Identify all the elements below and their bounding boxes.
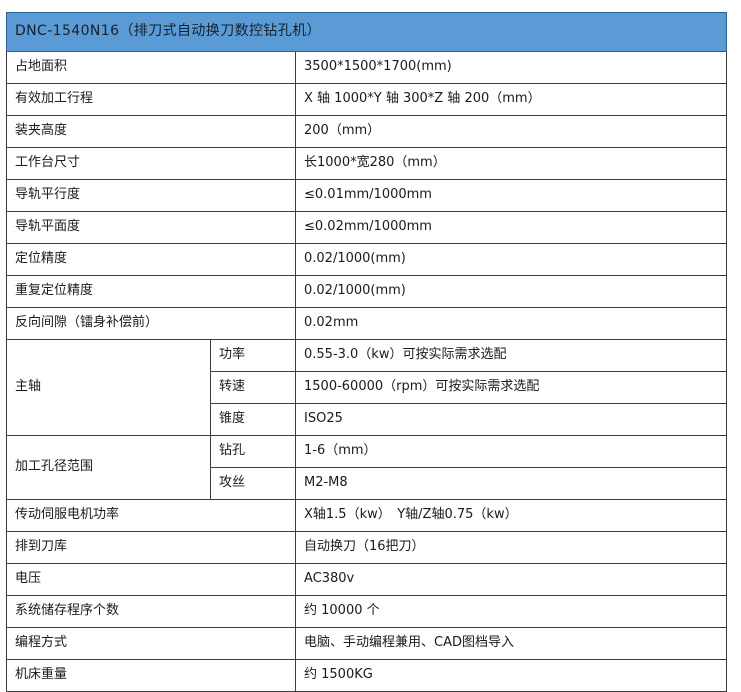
spec-label: 排到刀库 [6,531,296,564]
spec-value: X轴1.5（kw） Y轴/Z轴0.75（kw） [295,499,727,532]
spec-group-label: 加工孔径范围 [6,435,211,500]
spec-value: 自动换刀（16把刀） [295,531,727,564]
table-row: 主轴 功率 0.55-3.0（kw）可按实际需求选配 [6,339,727,436]
table-row: 锥度 ISO25 [7,403,727,436]
spec-value: ≤0.01mm/1000mm [295,179,727,212]
table-row: 占地面积 3500*1500*1700(mm) [6,51,727,84]
table-row: 定位精度 0.02/1000(mm) [6,243,727,276]
spec-label: 定位精度 [6,243,296,276]
spec-value: 1500-60000（rpm）可按实际需求选配 [295,371,727,404]
table-row: 系统储存程序个数约 10000 个 [6,595,727,628]
table-header-row: DNC-1540N16（排刀式自动换刀数控钻孔机） [6,12,727,52]
spec-label: 有效加工行程 [6,83,296,116]
spec-value: 电脑、手动编程兼用、CAD图档导入 [295,627,727,660]
spec-value: 约 10000 个 [295,595,727,628]
spec-value: 0.55-3.0（kw）可按实际需求选配 [295,339,727,372]
spec-label: 传动伺服电机功率 [6,499,296,532]
machine-specification-table: DNC-1540N16（排刀式自动换刀数控钻孔机） 占地面积 3500*1500*… [6,12,727,692]
table-body: DNC-1540N16（排刀式自动换刀数控钻孔机） 占地面积 3500*1500*… [6,12,727,692]
table-row: 反向间隙（镭身补偿前） 0.02mm [6,307,727,340]
table-row: 电压 AC380v [6,563,727,596]
spec-value: 长1000*宽280（mm） [295,147,727,180]
spec-value: ISO25 [295,403,727,436]
table-row: 导轨平行度 ≤0.01mm/1000mm [6,179,727,212]
spec-value: 0.02/1000(mm) [295,243,727,276]
table-row: 工作台尺寸 长1000*宽280（mm） [6,147,727,180]
spec-label: 机床重量 [6,659,296,692]
spec-label: 占地面积 [6,51,296,84]
specification-table-container: DNC-1540N16（排刀式自动换刀数控钻孔机） 占地面积 3500*1500*… [6,12,727,692]
table-row: 加工孔径范围 钻孔 1-6（mm） [6,435,727,500]
spec-sub-label: 转速 [210,371,296,404]
spec-value: 200（mm） [295,115,727,148]
spec-label: 电压 [6,563,296,596]
table-row: 有效加工行程 X 轴 1000*Y 轴 300*Z 轴 200（mm） [6,83,727,116]
spec-label: 系统储存程序个数 [6,595,296,628]
model-title: DNC-1540N16（排刀式自动换刀数控钻孔机） [6,12,727,52]
spec-value: 0.02mm [295,307,727,340]
spec-value: AC380v [295,563,727,596]
spec-label: 工作台尺寸 [6,147,296,180]
spec-sub-label: 攻丝 [210,467,296,500]
table-row: 机床重量约 1500KG [6,659,727,692]
spec-value: 3500*1500*1700(mm) [295,51,727,84]
spec-value: 约 1500KG [295,659,727,692]
spec-value: X 轴 1000*Y 轴 300*Z 轴 200（mm） [295,83,727,116]
spec-sub-label: 功率 [210,339,296,372]
table-row: 编程方式 电脑、手动编程兼用、CAD图档导入 [6,627,727,660]
table-row: 排到刀库 自动换刀（16把刀） [6,531,727,564]
spec-sub-label: 锥度 [210,403,296,436]
spec-group-label: 主轴 [6,339,211,436]
table-row: 装夹高度 200（mm） [6,115,727,148]
table-row: 攻丝 M2-M8 [7,467,727,500]
spec-label: 装夹高度 [6,115,296,148]
spec-sub-label: 钻孔 [210,435,296,468]
table-row: 导轨平面度 ≤0.02mm/1000mm [6,211,727,244]
spec-value: ≤0.02mm/1000mm [295,211,727,244]
table-row: 传动伺服电机功率 X轴1.5（kw） Y轴/Z轴0.75（kw） [6,499,727,532]
spec-value: 1-6（mm） [295,435,727,468]
spec-value: 0.02/1000(mm) [295,275,727,308]
spec-label: 导轨平面度 [6,211,296,244]
table-row: 重复定位精度 0.02/1000(mm) [6,275,727,308]
spec-label: 重复定位精度 [6,275,296,308]
spec-label: 反向间隙（镭身补偿前） [6,307,296,340]
spec-label: 编程方式 [6,627,296,660]
spec-value: M2-M8 [295,467,727,500]
spec-label: 导轨平行度 [6,179,296,212]
table-row: 转速 1500-60000（rpm）可按实际需求选配 [7,371,727,404]
